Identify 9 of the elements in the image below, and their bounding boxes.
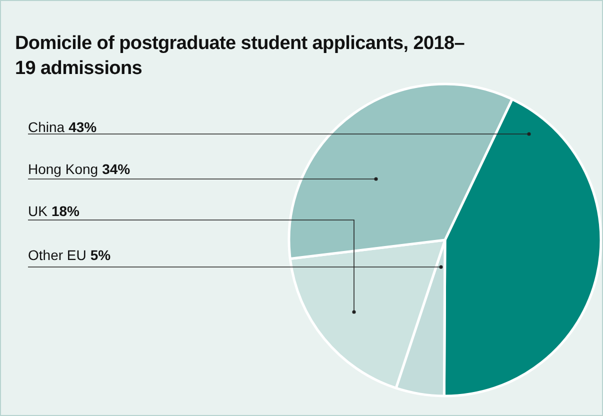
data-label: 5% xyxy=(90,247,111,263)
slice-label: Other EU xyxy=(28,247,86,263)
chart-title: Domicile of postgraduate student applicants, 2018–19 admissions xyxy=(15,32,466,81)
slice-label: China xyxy=(28,119,65,135)
data-label: 18% xyxy=(51,203,80,219)
slice-label: UK xyxy=(28,203,48,219)
slice-label: Hong Kong xyxy=(28,161,98,177)
data-label: 34% xyxy=(102,161,130,177)
data-label: 43% xyxy=(68,119,97,135)
